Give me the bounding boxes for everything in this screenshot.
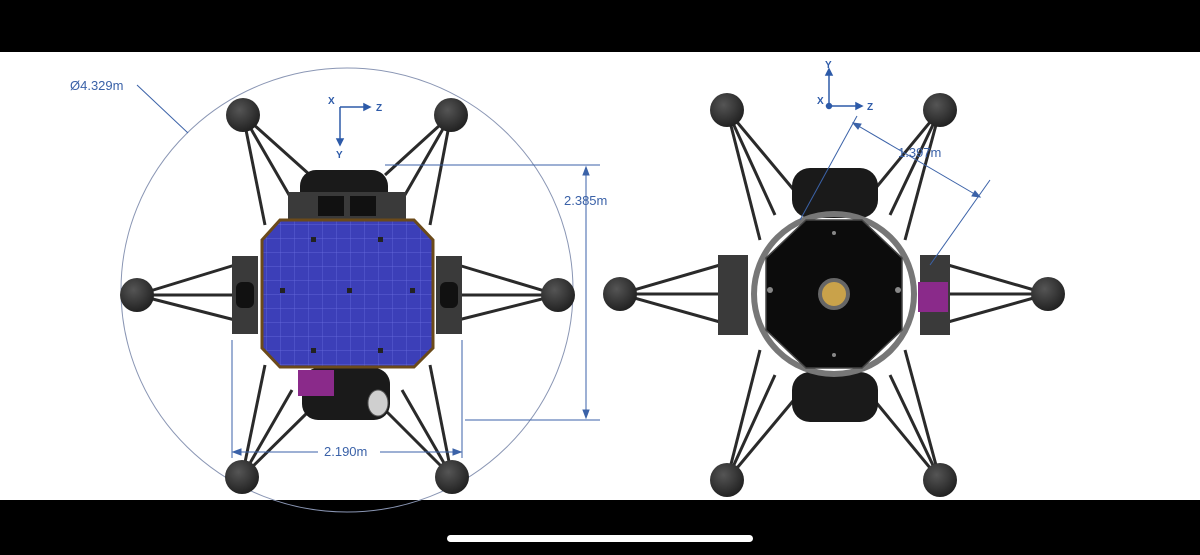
left-view: Ø4.329m [70,67,607,513]
axis-triad-right [824,67,864,111]
distance-dimension [799,115,991,266]
axis-z-label: Z [376,103,382,114]
foot-pads-right [603,93,1065,497]
right-view: X Z Y 1.397m [603,60,1065,497]
home-indicator[interactable] [447,535,753,542]
axis-y-label: Y [336,150,343,161]
distance-label: 1.397m [898,145,941,160]
diameter-leader [136,84,189,134]
thruster [367,389,389,417]
height-label: 2.385m [564,193,607,208]
axis-x-label: X [328,96,335,107]
lower-tank-right [792,372,878,422]
side-box-left-right [718,255,748,335]
axis-x-label-right: X [817,96,824,107]
width-dimension [231,340,463,458]
axis-y-label-right: Y [825,60,832,71]
solar-panel [260,218,435,369]
magenta-module [298,370,334,396]
foot-pads [120,98,575,494]
upper-sensor [288,192,406,222]
center-nozzle [818,278,850,310]
magenta-module-right [918,282,948,312]
axis-z-label-right: Z [867,102,873,113]
strut-group-right [619,109,1049,481]
diameter-label: Ø4.329m [70,78,123,93]
upper-tank-right [792,168,878,218]
width-label: 2.190m [324,444,367,459]
axis-triad-left [335,102,372,147]
support-ring [751,211,917,377]
height-dimension [385,164,600,421]
